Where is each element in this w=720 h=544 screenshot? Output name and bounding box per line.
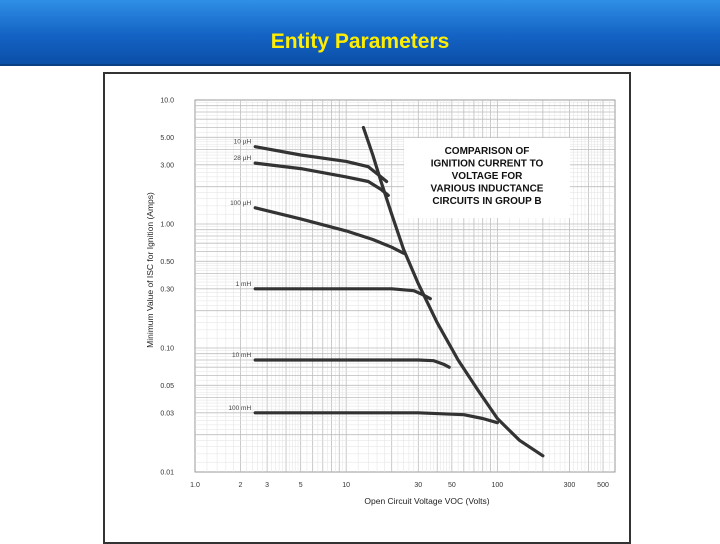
x-axis-label: Open Circuit Voltage VOC (Volts) <box>364 496 489 506</box>
y-tick-label: 10.0 <box>160 98 174 105</box>
y-tick-label: 5.00 <box>160 135 174 142</box>
y-tick-label: 1.00 <box>160 222 174 229</box>
y-tick-label: 3.00 <box>160 162 174 169</box>
series-line <box>253 145 389 184</box>
series-line <box>253 206 406 255</box>
y-tick-label: 0.50 <box>160 259 174 266</box>
x-tick-label: 300 <box>564 482 576 489</box>
series-label: 100 mH <box>228 405 251 412</box>
chart-annotation: COMPARISON OF IGNITION CURRENT TOVOLTAGE … <box>404 138 570 218</box>
chart-series <box>253 125 545 458</box>
x-tick-label: 10 <box>342 482 350 489</box>
title-bar <box>0 0 720 66</box>
y-tick-label: 0.10 <box>160 346 174 353</box>
x-tick-label: 1.0 <box>190 482 200 489</box>
x-tick-label: 5 <box>299 482 303 489</box>
y-tick-label: 0.30 <box>160 286 174 293</box>
slide-title: Entity Parameters <box>270 30 450 53</box>
x-tick-label: 30 <box>414 482 422 489</box>
ignition-limit-line <box>361 125 545 458</box>
annotation-box <box>404 138 570 218</box>
series-line <box>253 411 499 425</box>
annotation-line: IGNITION CURRENT TO <box>431 159 544 170</box>
annotation-line: VOLTAGE FOR <box>452 171 524 182</box>
y-tick-label: 0.01 <box>160 470 174 477</box>
series-line <box>253 161 390 197</box>
series-label: 1 mH <box>236 281 252 288</box>
x-tick-label: 3 <box>265 482 269 489</box>
x-tick-label: 2 <box>239 482 243 489</box>
chart-grid <box>194 99 616 473</box>
y-tick-label: 0.05 <box>160 383 174 390</box>
y-axis-label: Minimum Value of ISC for Ignition (Amps) <box>145 192 155 348</box>
x-tick-label: 50 <box>448 482 456 489</box>
series-line <box>253 358 451 369</box>
series-label: 10 mH <box>232 352 251 359</box>
x-tick-label: 100 <box>492 482 504 489</box>
annotation-line: CIRCUITS IN GROUP B <box>432 196 541 207</box>
series-label: 100 µH <box>230 200 251 207</box>
x-tick-label: 500 <box>597 482 609 489</box>
chart-curve-labels: 10 µH 28 µH 100 µH 1 mH 10 mH 100 mH <box>228 139 251 412</box>
series-label: 10 µH <box>234 139 252 146</box>
annotation-line: COMPARISON OF <box>445 146 530 157</box>
series-label: 28 µH <box>234 155 252 162</box>
annotation-line: VARIOUS INDUCTANCE <box>431 184 544 195</box>
y-tick-label: 0.03 <box>160 410 174 417</box>
chart-tick-labels: 10.0 5.00 3.00 1.00 0.50 0.30 0.10 0.05 0.03 0.01… <box>160 98 609 490</box>
